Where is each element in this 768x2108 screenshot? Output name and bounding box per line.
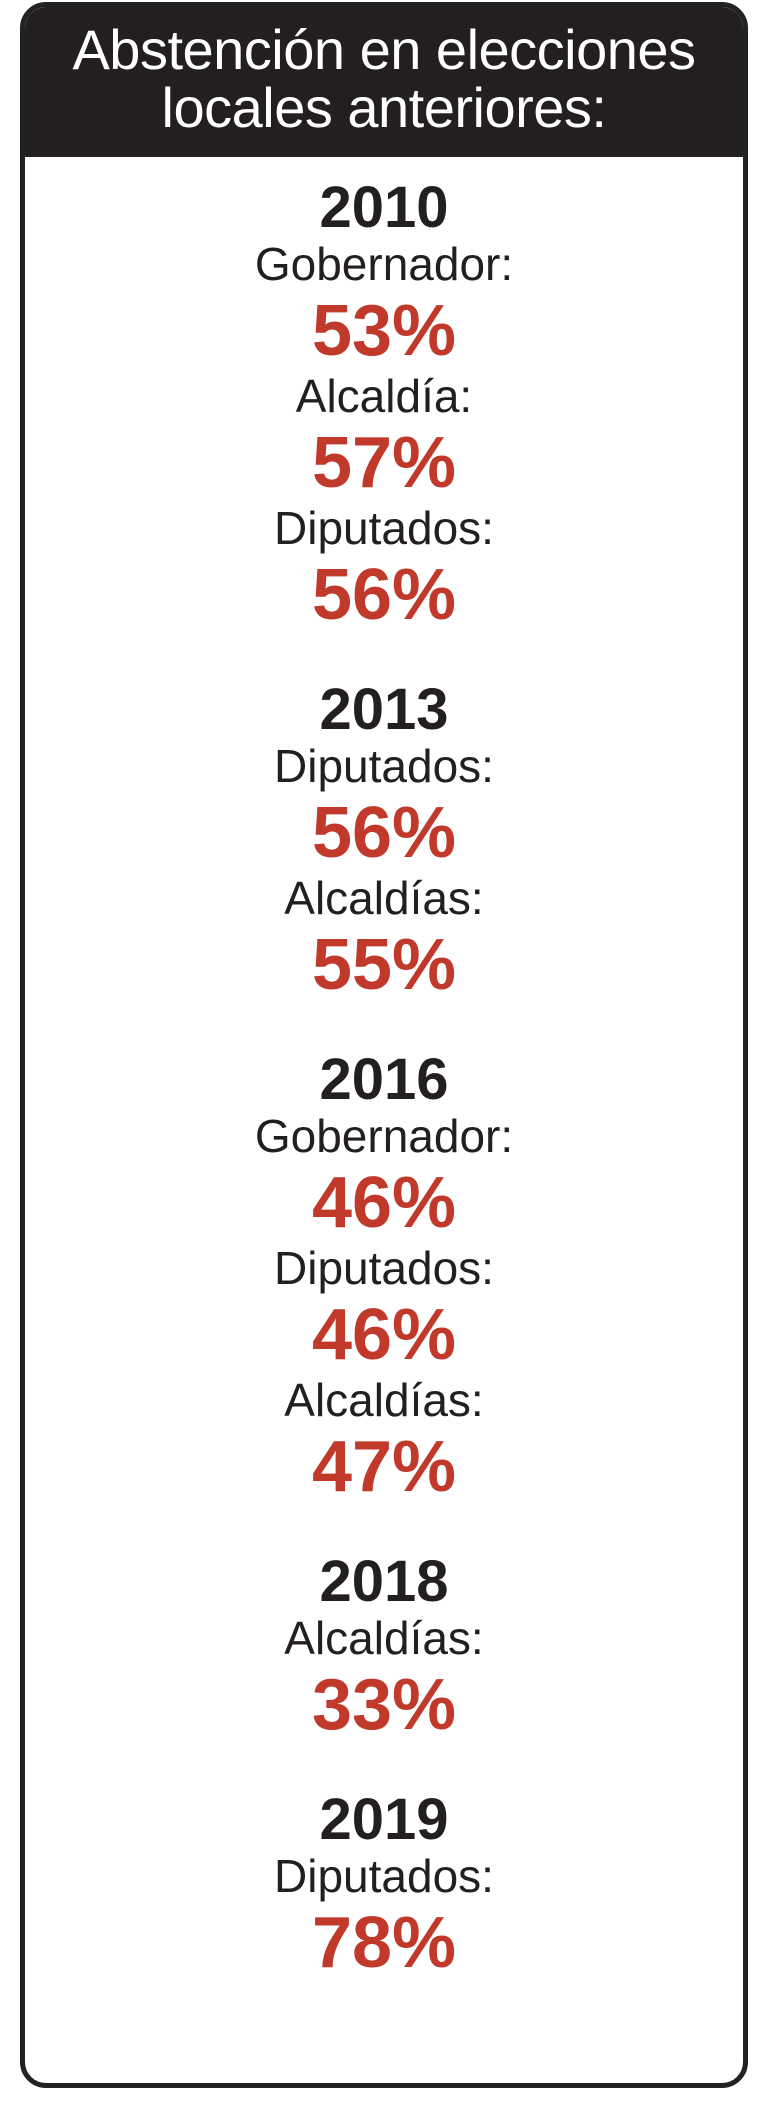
abstention-value: 78% [311,1903,457,1983]
year-label: 2010 [319,175,449,240]
year-label: 2016 [319,1047,449,1112]
year-label: 2018 [319,1549,449,1614]
card-body: 2010 Gobernador: 53% Alcaldía: 57% Diput… [25,157,743,1984]
year-block-2016: 2016 Gobernador: 46% Diputados: 46% Alca… [25,1047,743,1508]
year-block-2010: 2010 Gobernador: 53% Alcaldía: 57% Diput… [25,175,743,636]
abstention-value: 46% [311,1295,457,1375]
office-label: Alcaldías: [284,1374,484,1426]
year-label: 2019 [319,1787,449,1852]
abstention-value: 55% [311,925,457,1005]
card-header: Abstención en elecciones locales anterio… [25,7,743,157]
abstention-value: 56% [311,555,457,635]
office-label: Alcaldías: [284,872,484,924]
office-label: Diputados: [274,1242,494,1294]
office-label: Diputados: [274,1850,494,1902]
year-block-2018: 2018 Alcaldías: 33% [25,1549,743,1746]
office-label: Alcaldía: [295,370,473,422]
year-block-2019: 2019 Diputados: 78% [25,1787,743,1984]
office-label: Gobernador: [254,238,514,290]
abstention-card: Abstención en elecciones locales anterio… [20,2,748,2088]
abstention-value: 33% [311,1665,457,1745]
office-label: Alcaldías: [284,1612,484,1664]
office-label: Diputados: [274,740,494,792]
header-title-line-1: Abstención en elecciones [72,18,696,81]
abstention-value: 56% [311,793,457,873]
office-label: Diputados: [274,502,494,554]
abstention-value: 57% [311,423,457,503]
abstention-value: 46% [311,1163,457,1243]
header-title-line-2: locales anteriores: [161,76,607,139]
year-block-2013: 2013 Diputados: 56% Alcaldías: 55% [25,677,743,1006]
abstention-value: 47% [311,1427,457,1507]
abstention-value: 53% [311,291,457,371]
office-label: Gobernador: [254,1110,514,1162]
year-label: 2013 [319,677,449,742]
